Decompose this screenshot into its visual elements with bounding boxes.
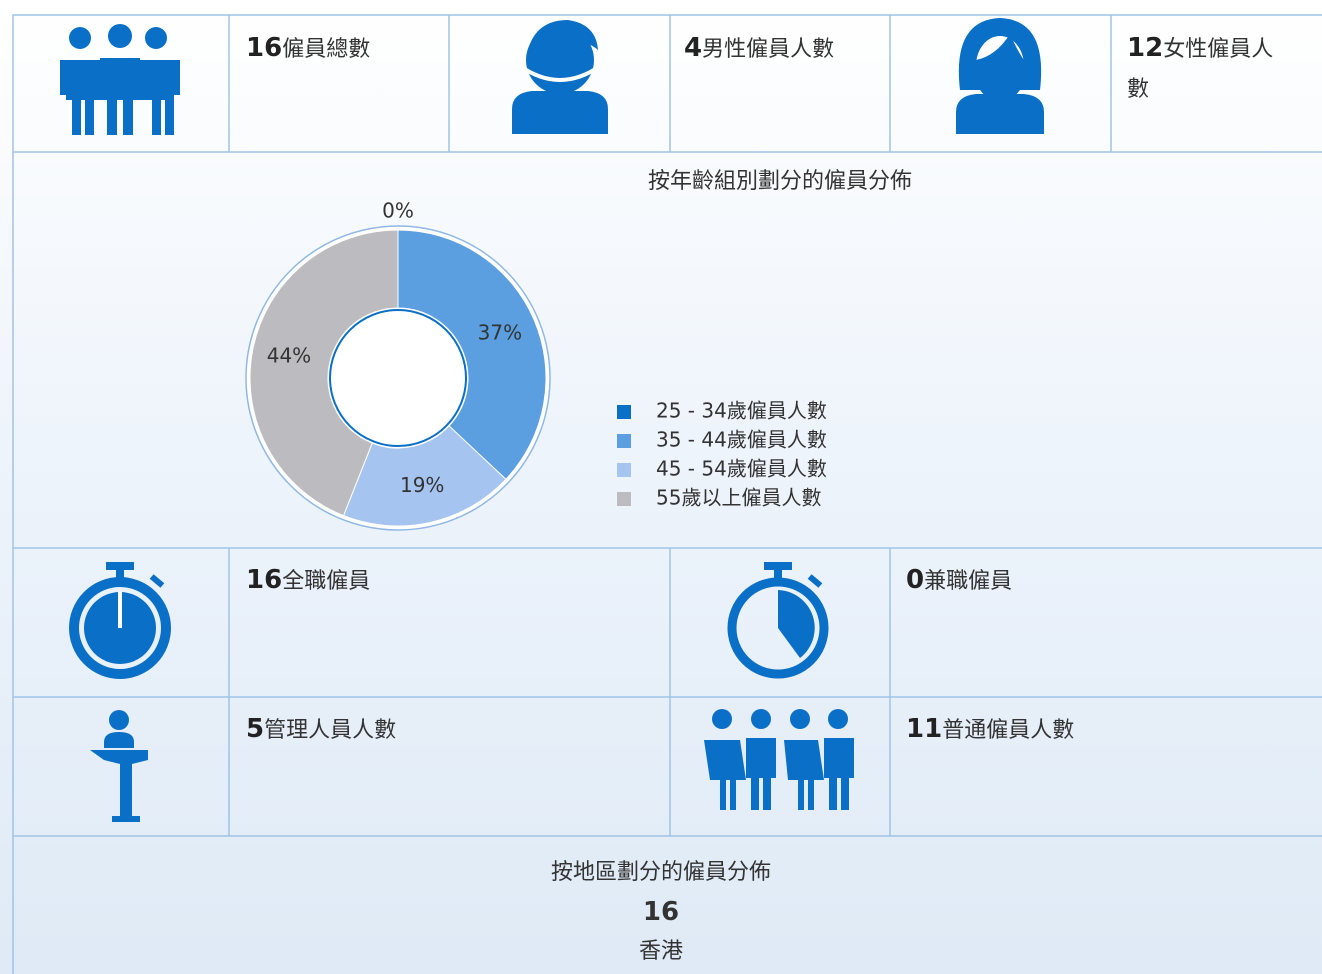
icon-group <box>60 24 180 135</box>
icon-people <box>704 709 854 810</box>
icon-podium <box>90 710 148 822</box>
region-name: 香港 <box>0 932 1322 972</box>
legend-swatch <box>617 405 631 419</box>
stat-number: 16 <box>246 565 282 595</box>
legend-swatch <box>617 434 631 448</box>
stat-number: 5 <box>246 714 264 744</box>
stat-number: 12 <box>1127 33 1163 63</box>
region-title: 按地區劃分的僱員分佈 <box>0 853 1322 893</box>
pie-hole <box>330 310 466 446</box>
stat-number: 0 <box>906 565 924 595</box>
page: {"stats":{ "total":{"number":"16","label… <box>0 0 1322 974</box>
icon-stopwatch-part <box>732 562 824 674</box>
value-label: 19% <box>400 473 444 497</box>
stat-label: 兼職僱員 <box>924 569 1012 594</box>
chart-title: 按年齡組別劃分的僱員分佈 <box>648 169 912 194</box>
icon-female <box>956 18 1044 134</box>
stat-label: 男性僱員人數 <box>702 37 834 62</box>
region-number: 16 <box>0 892 1322 932</box>
icon-stopwatch-full <box>74 562 166 674</box>
stat-label: 全職僱員 <box>282 569 370 594</box>
stat-management: 5管理人員人數 <box>246 709 396 751</box>
stat-full-time: 16全職僱員 <box>246 560 370 602</box>
stat-male: 4男性僱員人數 <box>684 28 834 70</box>
stat-label: 普通僱員人數 <box>942 718 1074 743</box>
value-label: 37% <box>478 320 522 344</box>
legend-swatch <box>617 463 631 477</box>
value-label: 44% <box>267 344 311 368</box>
stat-total: 16僱員總數 <box>246 28 370 70</box>
stat-number: 4 <box>684 33 702 63</box>
stat-general: 11普通僱員人數 <box>906 709 1074 751</box>
legend-label: 45 - 54歲僱員人數 <box>656 457 827 481</box>
icon-male <box>512 20 608 134</box>
legend-swatch <box>617 492 631 506</box>
legend-label: 35 - 44歲僱員人數 <box>656 428 827 452</box>
stat-female: 12女性僱員人數 <box>1127 28 1287 110</box>
pie-chart: 0% 37% 19% 44% 25 - 34歲僱員人數 35 - 44歲僱員人數 45 - … <box>246 199 827 531</box>
value-label: 0% <box>382 199 414 223</box>
stat-label: 管理人員人數 <box>264 718 396 743</box>
stat-number: 11 <box>906 714 942 744</box>
legend-label: 55歲以上僱員人數 <box>656 486 821 510</box>
stat-label: 僱員總數 <box>282 37 370 62</box>
stat-part-time: 0兼職僱員 <box>906 560 1012 602</box>
legend-label: 25 - 34歲僱員人數 <box>656 399 827 423</box>
icons <box>60 18 1044 822</box>
stat-number: 16 <box>246 33 282 63</box>
canvas: 0% 37% 19% 44% 25 - 34歲僱員人數 35 - 44歲僱員人數 45 - … <box>0 0 1322 974</box>
